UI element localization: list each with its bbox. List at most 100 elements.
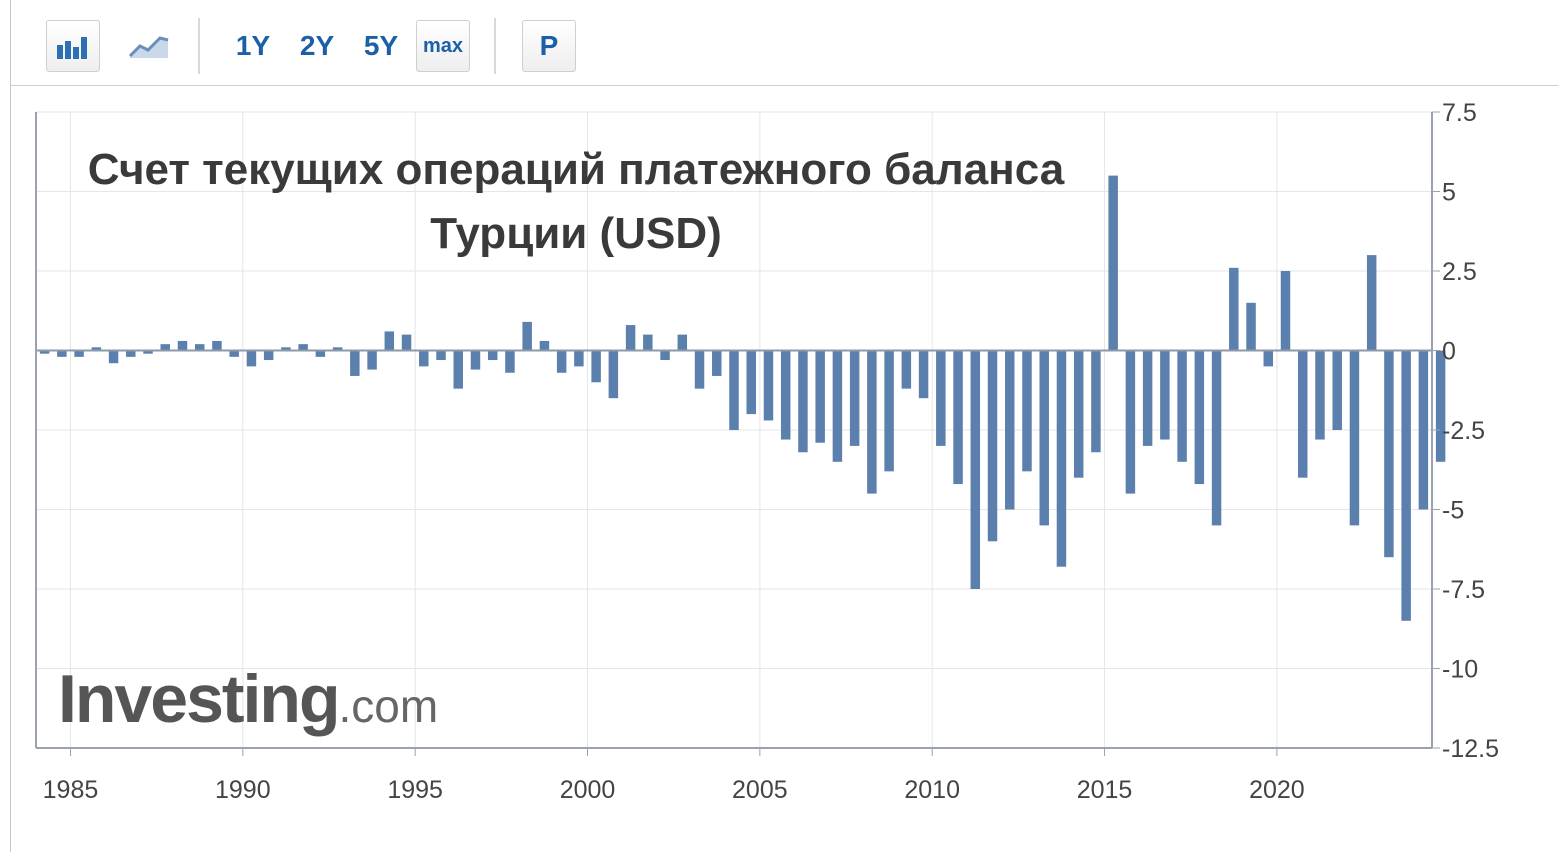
line-chart-button[interactable] <box>114 20 184 72</box>
bar[interactable] <box>57 350 67 357</box>
bar[interactable] <box>970 350 981 590</box>
bar[interactable] <box>229 350 239 357</box>
bar[interactable] <box>1194 350 1205 485</box>
bar[interactable] <box>746 350 756 415</box>
bar[interactable] <box>815 350 825 443</box>
bar[interactable] <box>867 350 877 494</box>
range-max-button[interactable]: max <box>416 20 470 72</box>
bar[interactable] <box>1229 267 1239 351</box>
bar[interactable] <box>643 334 653 351</box>
bar[interactable] <box>1435 350 1446 462</box>
bar[interactable] <box>987 350 998 542</box>
y-tick-label: -12.5 <box>1442 735 1499 763</box>
bar[interactable] <box>1108 175 1118 351</box>
bar-chart-button[interactable] <box>46 20 100 72</box>
bar[interactable] <box>74 350 84 357</box>
bar[interactable] <box>298 344 308 351</box>
bar[interactable] <box>953 350 963 485</box>
bar[interactable] <box>1142 350 1153 446</box>
bar[interactable] <box>436 350 446 361</box>
bar[interactable] <box>401 334 412 351</box>
bar[interactable] <box>1384 350 1394 558</box>
bar[interactable] <box>694 350 705 389</box>
x-tick-label: 2005 <box>732 776 788 804</box>
bar[interactable] <box>1005 350 1015 510</box>
toolbar-separator <box>494 18 496 74</box>
bar[interactable] <box>574 350 584 367</box>
bar[interactable] <box>591 350 601 383</box>
bar[interactable] <box>1160 350 1170 440</box>
bar[interactable] <box>384 331 395 351</box>
bar[interactable] <box>160 344 170 351</box>
bar[interactable] <box>677 334 688 351</box>
bar[interactable] <box>126 350 136 357</box>
y-tick-label: -7.5 <box>1442 576 1485 604</box>
bar[interactable] <box>660 350 670 361</box>
range-5y-button[interactable]: 5Y <box>363 30 399 61</box>
bar[interactable] <box>556 350 567 373</box>
bar[interactable] <box>39 350 50 354</box>
bar[interactable] <box>350 350 360 376</box>
bar[interactable] <box>918 350 929 399</box>
bar[interactable] <box>505 350 515 373</box>
bar[interactable] <box>1366 255 1377 351</box>
bar[interactable] <box>419 350 429 367</box>
bar[interactable] <box>1332 350 1342 431</box>
bar[interactable] <box>1401 350 1411 621</box>
bar[interactable] <box>1039 350 1049 526</box>
x-tick-label: 1990 <box>215 776 271 804</box>
bar[interactable] <box>470 350 481 370</box>
bar[interactable] <box>884 350 894 472</box>
bar[interactable] <box>522 321 532 351</box>
bar[interactable] <box>1315 350 1325 440</box>
y-tick-label: -5 <box>1442 497 1464 525</box>
bar[interactable] <box>91 347 102 351</box>
bar[interactable] <box>177 340 188 351</box>
logo-suffix: .com <box>338 680 439 732</box>
chart-title: Счет текущих операций платежного баланса… <box>87 145 1065 258</box>
bar[interactable] <box>263 350 274 361</box>
bar[interactable] <box>625 325 636 351</box>
bar[interactable] <box>849 350 860 446</box>
bar[interactable] <box>1349 350 1360 526</box>
bar[interactable] <box>712 350 722 376</box>
bar[interactable] <box>798 350 808 453</box>
bar[interactable] <box>608 350 619 399</box>
bar[interactable] <box>1073 350 1084 478</box>
range-2y-button[interactable]: 2Y <box>299 30 335 61</box>
bar[interactable] <box>246 350 257 367</box>
bar[interactable] <box>539 340 550 351</box>
bar[interactable] <box>1177 350 1187 462</box>
x-tick-label: 2010 <box>904 776 960 804</box>
bar[interactable] <box>367 350 377 370</box>
bar[interactable] <box>936 350 946 446</box>
bar[interactable] <box>1280 271 1291 351</box>
bar[interactable] <box>1022 350 1032 472</box>
bar[interactable] <box>1056 350 1067 567</box>
bar[interactable] <box>780 350 791 440</box>
bar[interactable] <box>1091 350 1101 453</box>
investing-logo: Investing.com <box>58 660 438 738</box>
bar[interactable] <box>1125 350 1136 494</box>
bar[interactable] <box>143 350 153 354</box>
bar[interactable] <box>108 350 119 364</box>
bar[interactable] <box>332 347 343 351</box>
bar[interactable] <box>763 350 774 421</box>
bar[interactable] <box>1211 350 1222 526</box>
bar[interactable] <box>212 340 222 351</box>
bar[interactable] <box>1246 302 1256 351</box>
bar[interactable] <box>194 344 205 351</box>
bar[interactable] <box>1263 350 1274 367</box>
bar[interactable] <box>832 350 843 462</box>
bar[interactable] <box>315 350 326 357</box>
bar[interactable] <box>281 347 291 351</box>
bar[interactable] <box>1418 350 1429 510</box>
bar-series <box>39 175 1446 621</box>
bar[interactable] <box>1298 350 1308 478</box>
bar[interactable] <box>487 350 498 361</box>
bar[interactable] <box>901 350 912 389</box>
bar[interactable] <box>453 350 463 389</box>
p-button[interactable]: P <box>522 20 576 72</box>
range-1y-button[interactable]: 1Y <box>235 30 271 61</box>
bar[interactable] <box>729 350 739 431</box>
